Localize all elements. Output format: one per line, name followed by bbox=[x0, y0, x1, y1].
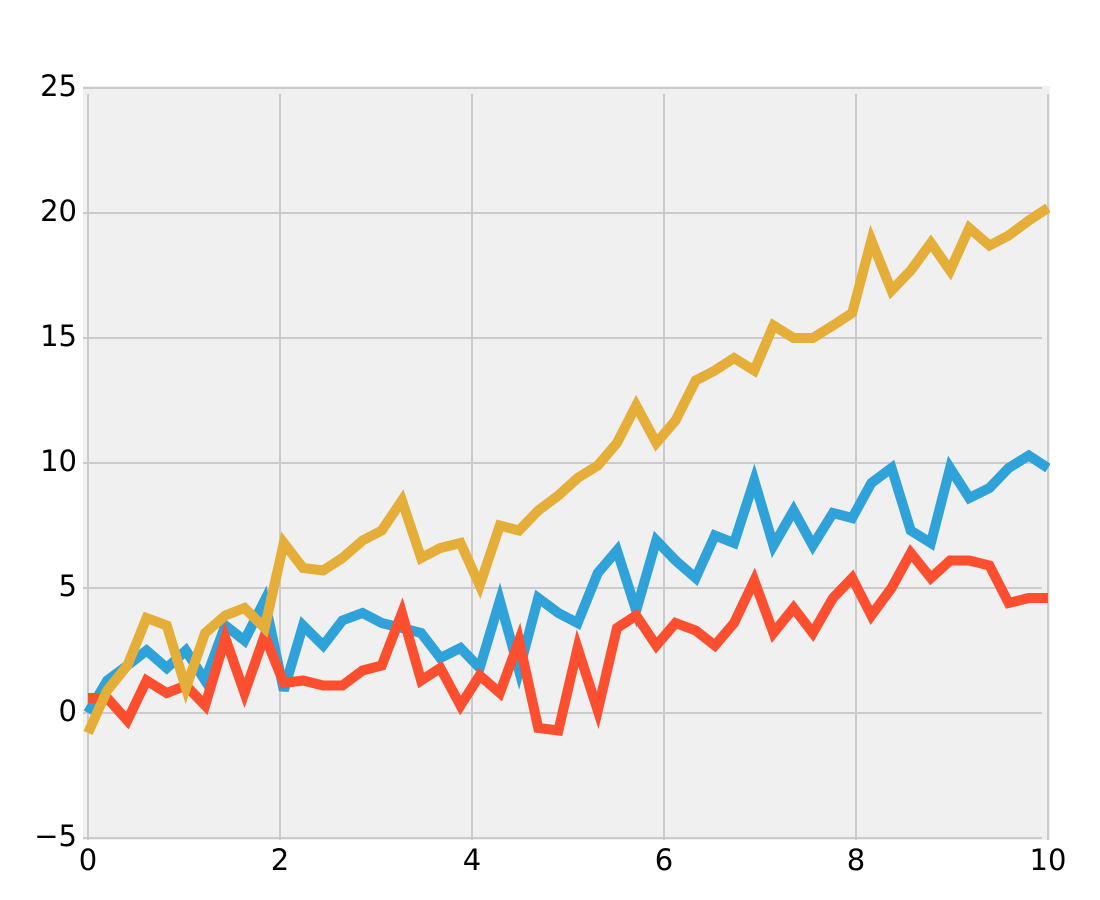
series-line bbox=[83, 203, 1050, 736]
y-tick-label: 25 bbox=[40, 69, 77, 103]
series-line bbox=[83, 449, 1050, 716]
y-tick-label: 0 bbox=[59, 694, 77, 728]
y-tick-label: −5 bbox=[34, 819, 77, 853]
x-tick-label: 0 bbox=[79, 843, 97, 877]
y-tick-label: 5 bbox=[59, 569, 77, 603]
x-tick-label: 4 bbox=[463, 843, 481, 877]
series-line bbox=[88, 544, 1048, 737]
y-tick-label: 20 bbox=[40, 194, 77, 228]
x-tick-label: 6 bbox=[655, 843, 673, 877]
y-tick-label: 15 bbox=[40, 319, 77, 353]
x-tick-label: 2 bbox=[271, 843, 289, 877]
x-tick-label: 8 bbox=[847, 843, 865, 877]
y-tick-label: 10 bbox=[40, 444, 77, 478]
x-tick-label: 10 bbox=[1030, 843, 1067, 877]
